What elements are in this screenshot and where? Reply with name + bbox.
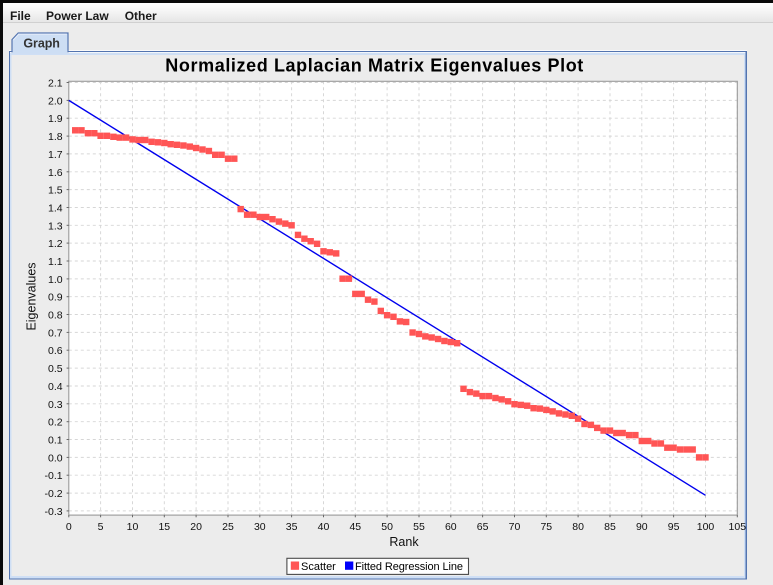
svg-text:0.5: 0.5 bbox=[48, 363, 63, 375]
svg-text:50: 50 bbox=[381, 521, 393, 533]
svg-text:Scatter: Scatter bbox=[301, 561, 336, 573]
svg-text:Graph: Graph bbox=[23, 36, 60, 50]
svg-text:80: 80 bbox=[572, 521, 584, 533]
svg-text:10: 10 bbox=[127, 521, 139, 533]
svg-text:45: 45 bbox=[349, 521, 361, 533]
svg-text:0.6: 0.6 bbox=[48, 345, 63, 357]
svg-text:85: 85 bbox=[604, 521, 616, 533]
svg-text:100: 100 bbox=[697, 521, 715, 533]
svg-text:0.7: 0.7 bbox=[48, 327, 63, 339]
svg-text:95: 95 bbox=[668, 521, 680, 533]
svg-text:25: 25 bbox=[222, 521, 234, 533]
svg-text:20: 20 bbox=[190, 521, 202, 533]
svg-text:2.1: 2.1 bbox=[48, 78, 63, 90]
svg-text:1.1: 1.1 bbox=[48, 256, 63, 268]
svg-text:-0.3: -0.3 bbox=[45, 506, 63, 518]
svg-text:70: 70 bbox=[509, 521, 521, 533]
svg-text:65: 65 bbox=[477, 521, 489, 533]
svg-text:0.4: 0.4 bbox=[48, 381, 63, 393]
svg-text:75: 75 bbox=[540, 521, 552, 533]
svg-text:15: 15 bbox=[158, 521, 170, 533]
svg-text:1.8: 1.8 bbox=[48, 131, 63, 143]
svg-text:1.3: 1.3 bbox=[48, 220, 63, 232]
svg-text:0.1: 0.1 bbox=[48, 435, 63, 447]
svg-text:30: 30 bbox=[254, 521, 266, 533]
svg-text:0.9: 0.9 bbox=[48, 292, 63, 304]
svg-text:1.2: 1.2 bbox=[48, 238, 63, 250]
svg-text:Fitted Regression Line: Fitted Regression Line bbox=[355, 561, 463, 573]
svg-text:0.2: 0.2 bbox=[48, 417, 63, 429]
svg-text:-0.2: -0.2 bbox=[45, 488, 63, 500]
svg-text:40: 40 bbox=[318, 521, 330, 533]
svg-text:55: 55 bbox=[413, 521, 425, 533]
svg-text:1.6: 1.6 bbox=[48, 167, 63, 179]
svg-text:0.8: 0.8 bbox=[48, 310, 63, 322]
svg-text:0.3: 0.3 bbox=[48, 399, 63, 411]
svg-text:60: 60 bbox=[445, 521, 457, 533]
svg-text:Eigenvalues: Eigenvalues bbox=[24, 262, 38, 330]
svg-text:1.0: 1.0 bbox=[48, 274, 63, 286]
svg-text:1.4: 1.4 bbox=[48, 203, 63, 215]
svg-text:0: 0 bbox=[66, 521, 72, 533]
svg-text:90: 90 bbox=[636, 521, 648, 533]
svg-text:Normalized Laplacian Matrix Ei: Normalized Laplacian Matrix Eigenvalues … bbox=[165, 55, 583, 75]
svg-text:0.0: 0.0 bbox=[48, 452, 63, 464]
svg-text:105: 105 bbox=[729, 521, 747, 533]
svg-text:1.7: 1.7 bbox=[48, 149, 63, 161]
svg-text:2.0: 2.0 bbox=[48, 95, 63, 107]
svg-text:-0.1: -0.1 bbox=[45, 470, 63, 482]
svg-text:Rank: Rank bbox=[389, 535, 419, 549]
svg-text:35: 35 bbox=[286, 521, 298, 533]
svg-text:5: 5 bbox=[98, 521, 104, 533]
svg-text:1.5: 1.5 bbox=[48, 185, 63, 197]
svg-text:1.9: 1.9 bbox=[48, 113, 63, 125]
